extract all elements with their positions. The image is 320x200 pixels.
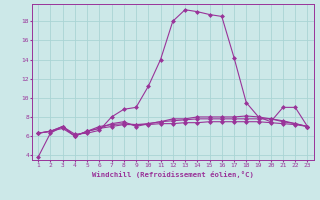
- X-axis label: Windchill (Refroidissement éolien,°C): Windchill (Refroidissement éolien,°C): [92, 171, 254, 178]
